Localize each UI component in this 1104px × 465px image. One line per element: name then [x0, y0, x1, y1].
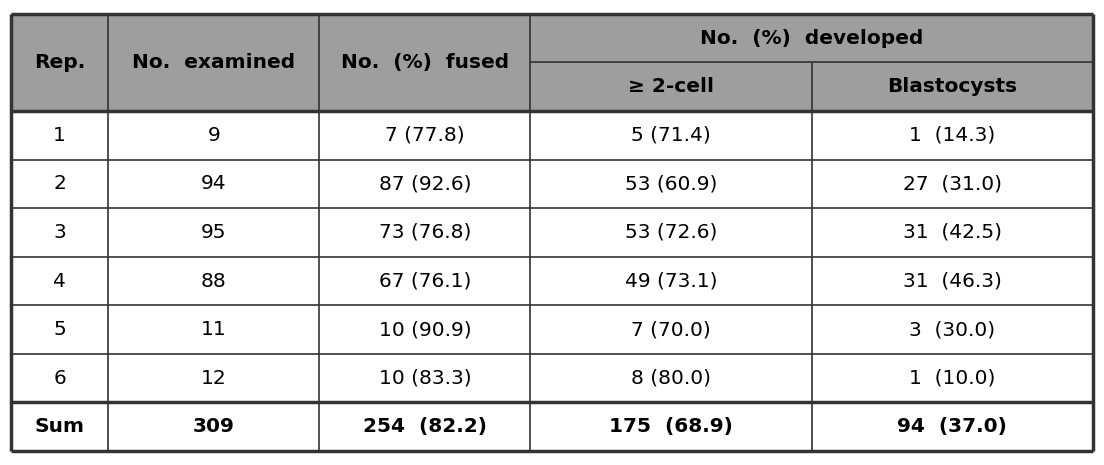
Text: 88: 88 — [201, 272, 226, 291]
Bar — [11, 159, 1093, 208]
Text: 6: 6 — [53, 369, 66, 388]
Text: 2: 2 — [53, 174, 66, 193]
Text: 5: 5 — [53, 320, 66, 339]
Text: ≥ 2-cell: ≥ 2-cell — [628, 77, 714, 96]
Text: 7 (70.0): 7 (70.0) — [631, 320, 711, 339]
Text: No.  examined: No. examined — [132, 53, 296, 72]
Text: 11: 11 — [201, 320, 226, 339]
Text: 5 (71.4): 5 (71.4) — [631, 126, 711, 145]
Text: 49 (73.1): 49 (73.1) — [625, 272, 718, 291]
Bar — [11, 306, 1093, 354]
Text: 31  (46.3): 31 (46.3) — [903, 272, 1001, 291]
Bar — [11, 111, 1093, 159]
Text: 8 (80.0): 8 (80.0) — [631, 369, 711, 388]
Text: 3  (30.0): 3 (30.0) — [910, 320, 996, 339]
Text: Sum: Sum — [34, 417, 85, 436]
Text: 67 (76.1): 67 (76.1) — [379, 272, 471, 291]
Text: No.  (%)  fused: No. (%) fused — [341, 53, 509, 72]
Text: 73 (76.8): 73 (76.8) — [379, 223, 471, 242]
Bar — [11, 14, 1093, 111]
Text: 1: 1 — [53, 126, 66, 145]
Text: 53 (60.9): 53 (60.9) — [625, 174, 718, 193]
Text: 254  (82.2): 254 (82.2) — [363, 417, 487, 436]
Bar — [11, 354, 1093, 403]
Text: 309: 309 — [193, 417, 235, 436]
Text: 175  (68.9): 175 (68.9) — [609, 417, 733, 436]
Text: 27  (31.0): 27 (31.0) — [903, 174, 1001, 193]
Text: 94  (37.0): 94 (37.0) — [898, 417, 1007, 436]
Text: 4: 4 — [53, 272, 66, 291]
Text: 1  (14.3): 1 (14.3) — [910, 126, 996, 145]
Text: 7 (77.8): 7 (77.8) — [385, 126, 465, 145]
Text: 31  (42.5): 31 (42.5) — [903, 223, 1001, 242]
Text: 12: 12 — [201, 369, 226, 388]
Bar — [11, 208, 1093, 257]
Text: 1  (10.0): 1 (10.0) — [909, 369, 996, 388]
Text: 94: 94 — [201, 174, 226, 193]
Text: 87 (92.6): 87 (92.6) — [379, 174, 471, 193]
Text: 53 (72.6): 53 (72.6) — [625, 223, 718, 242]
Text: Blastocysts: Blastocysts — [888, 77, 1018, 96]
Text: No.  (%)  developed: No. (%) developed — [700, 29, 923, 48]
Bar — [11, 403, 1093, 451]
Text: 9: 9 — [208, 126, 221, 145]
Bar — [11, 257, 1093, 306]
Text: 10 (90.9): 10 (90.9) — [379, 320, 471, 339]
Text: Rep.: Rep. — [34, 53, 85, 72]
Text: 10 (83.3): 10 (83.3) — [379, 369, 471, 388]
Text: 95: 95 — [201, 223, 226, 242]
Text: 3: 3 — [53, 223, 66, 242]
